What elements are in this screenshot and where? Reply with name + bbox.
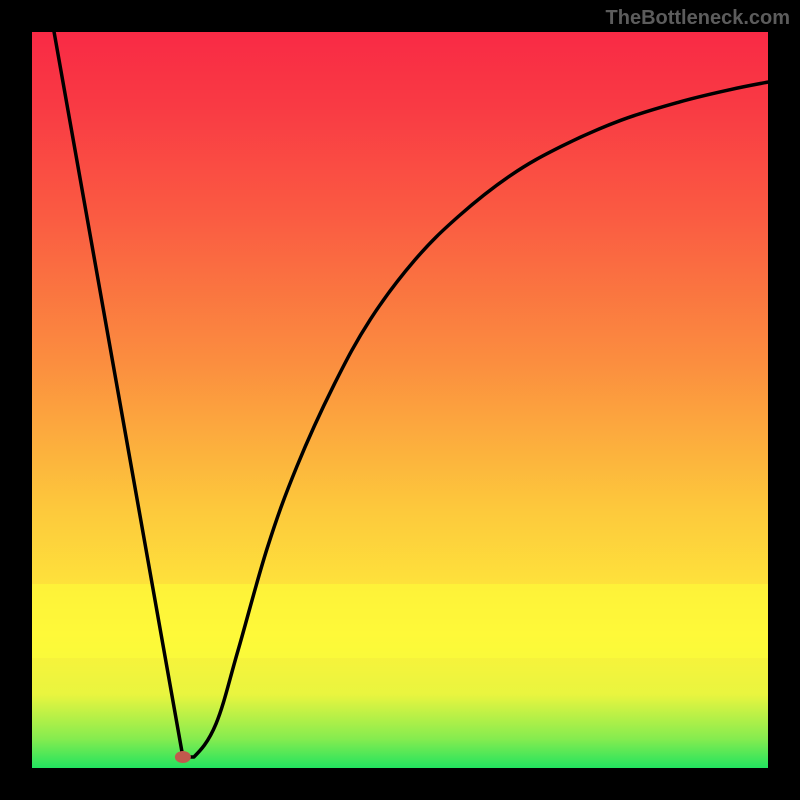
watermark-label: TheBottleneck.com	[606, 7, 790, 29]
watermark-text: TheBottleneck.com	[606, 7, 790, 30]
chart-container: TheBottleneck.com	[0, 0, 800, 800]
bottleneck-curve	[54, 32, 768, 757]
plot-area	[32, 32, 768, 768]
minimum-marker	[175, 751, 191, 763]
curve-layer	[32, 32, 768, 768]
